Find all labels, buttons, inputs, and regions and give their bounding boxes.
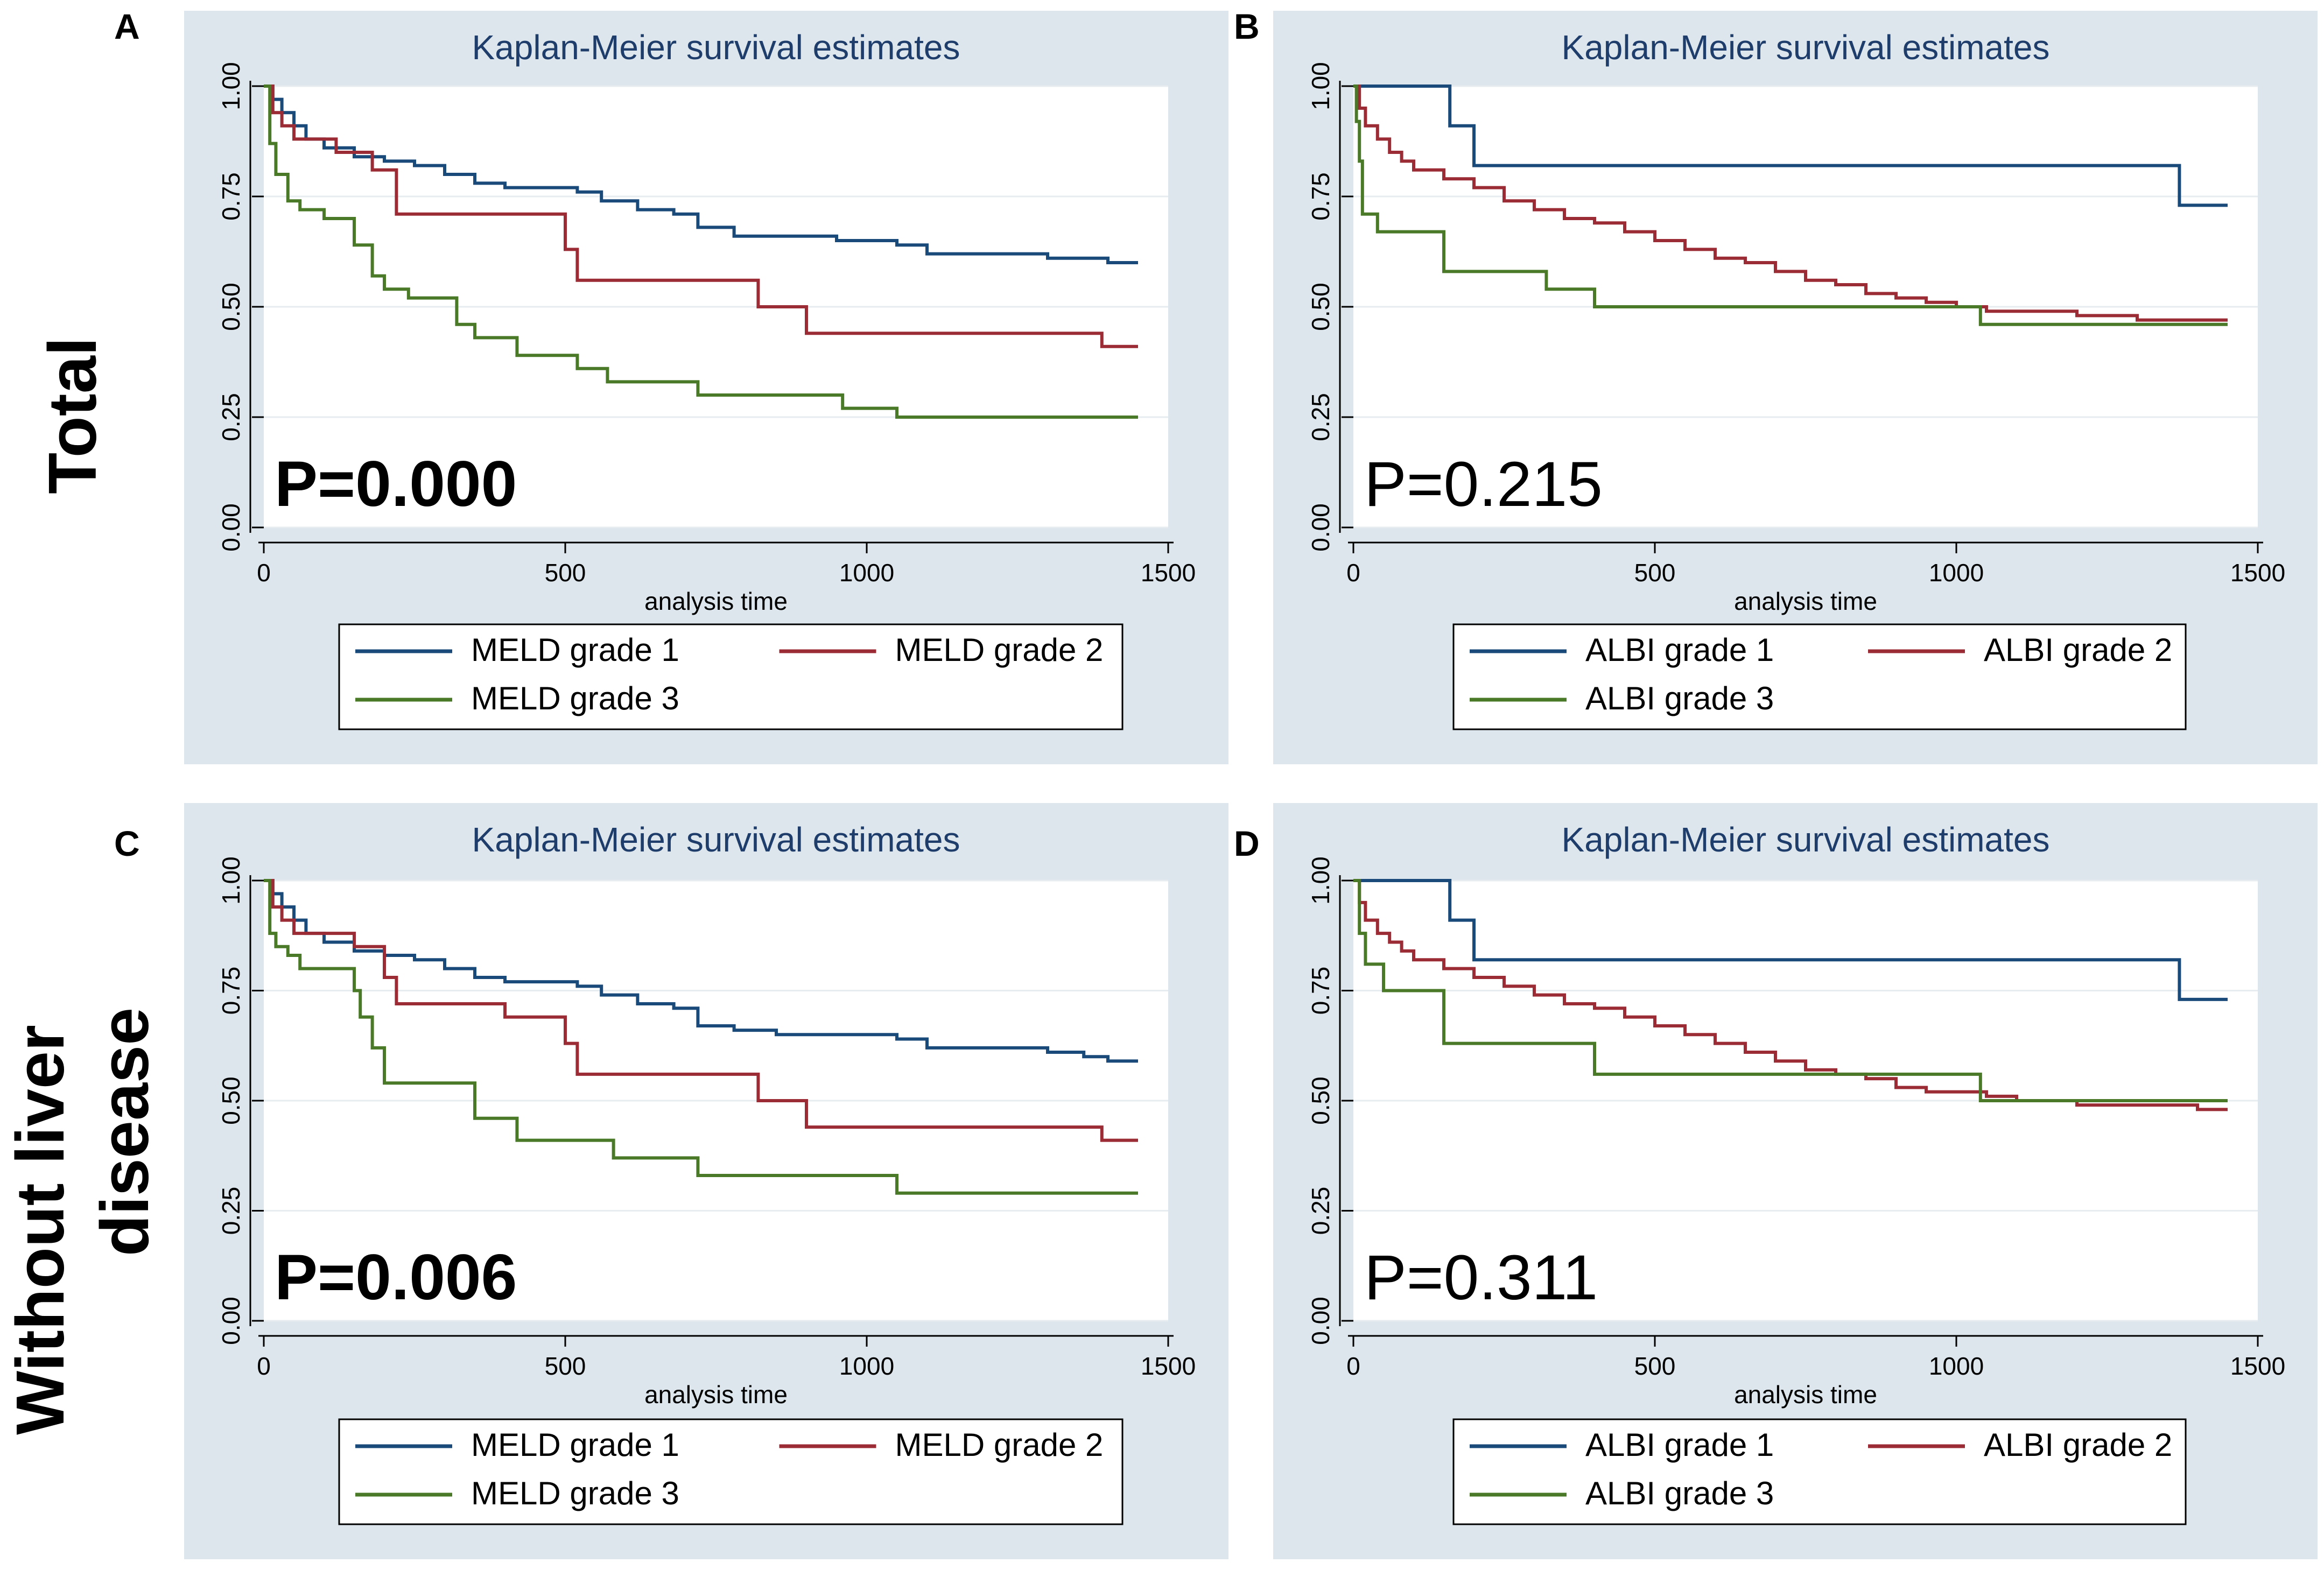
y-tick-label: 0.50	[1307, 283, 1335, 331]
legend-label-3: MELD grade 3	[471, 1475, 679, 1511]
chart-title: Kaplan-Meier survival estimates	[1562, 820, 2050, 859]
survival-curve-3	[1353, 85, 2228, 326]
panel-letter-b: B	[1234, 6, 1260, 46]
panel-letter-a: A	[114, 6, 140, 46]
x-tick-label: 0	[257, 559, 271, 587]
survival-curve-1	[1353, 85, 2228, 207]
x-tick-label: 1000	[1929, 1352, 1984, 1380]
row-label-without-liver: Without liver	[2, 1025, 78, 1435]
x-tick-label: 1500	[1141, 559, 1196, 587]
legend-label-2: ALBI grade 2	[1984, 1427, 2172, 1463]
y-tick-label: 0.25	[217, 393, 245, 441]
legend-label-2: MELD grade 2	[895, 1427, 1104, 1463]
x-tick-label: 500	[545, 1352, 586, 1380]
survival-curve-2	[264, 85, 1138, 348]
legend-box	[1452, 1418, 2187, 1525]
x-tick-label: 0	[1346, 1352, 1360, 1380]
y-tick-label: 0.00	[1307, 1297, 1335, 1345]
legend-label-1: MELD grade 1	[471, 1427, 679, 1463]
x-tick-label: 1000	[839, 1352, 894, 1380]
row-label-total: Total	[34, 337, 110, 494]
x-tick-label: 0	[1346, 559, 1360, 587]
x-tick-label: 500	[1634, 1352, 1676, 1380]
x-tick-label: 500	[1634, 559, 1676, 587]
y-tick-label: 0.25	[1307, 1187, 1335, 1235]
legend-box	[338, 623, 1124, 730]
panel-letter-d: D	[1234, 823, 1260, 863]
legend-label-1: MELD grade 1	[471, 632, 679, 668]
km-chart-b: Kaplan-Meier survival estimates 0.00 0.25 0…	[1273, 11, 2318, 764]
x-tick-label: 1500	[2230, 1352, 2285, 1380]
y-tick-label: 0.00	[1307, 503, 1335, 552]
survival-curve-3	[264, 879, 1138, 1195]
x-tick-label: 1500	[2230, 559, 2285, 587]
survival-curve-1	[1353, 879, 2228, 1001]
survival-curve-2	[264, 879, 1138, 1142]
y-tick-label: 0.00	[217, 503, 245, 552]
x-axis-label: analysis time	[1734, 587, 1877, 615]
km-chart-c: Kaplan-Meier survival estimates 0.00 0.25 0…	[184, 803, 1228, 1559]
chart-title: Kaplan-Meier survival estimates	[1562, 28, 2050, 67]
x-tick-label: 500	[545, 559, 586, 587]
p-value: P=0.000	[275, 448, 517, 520]
y-tick-label: 1.00	[1307, 62, 1335, 110]
y-tick-label: 1.00	[1307, 856, 1335, 905]
x-axis-label: analysis time	[1734, 1381, 1877, 1409]
panel-letter-c: C	[114, 823, 140, 863]
y-tick-label: 0.25	[217, 1187, 245, 1235]
x-tick-label: 1000	[839, 559, 894, 587]
survival-curve-2	[1353, 879, 2228, 1111]
chart-title: Kaplan-Meier survival estimates	[472, 28, 960, 67]
row-label-disease: disease	[87, 1008, 163, 1256]
y-tick-label: 0.00	[217, 1297, 245, 1345]
x-axis-label: analysis time	[644, 587, 788, 615]
panel-a: A Kaplan-Meier survival estimates 0.00 0.2…	[114, 6, 1228, 764]
y-tick-label: 0.50	[217, 1076, 245, 1125]
y-tick-label: 0.75	[217, 967, 245, 1015]
p-value: P=0.311	[1364, 1242, 1598, 1313]
x-axis-label: analysis time	[644, 1381, 788, 1409]
y-tick-label: 1.00	[217, 62, 245, 110]
survival-curve-2	[1353, 85, 2228, 322]
y-tick-label: 0.75	[1307, 172, 1335, 221]
km-chart-d: Kaplan-Meier survival estimates 0.00 0.25 0…	[1273, 803, 2318, 1559]
legend-label-2: ALBI grade 2	[1984, 632, 2172, 668]
survival-curve-3	[1353, 879, 2228, 1102]
p-value: P=0.006	[275, 1241, 517, 1313]
y-tick-label: 0.25	[1307, 393, 1335, 441]
legend-label-3: ALBI grade 3	[1585, 680, 1774, 716]
panel-b: B Kaplan-Meier survival estimates 0.00 0.2…	[1234, 6, 2318, 764]
y-tick-label: 1.00	[217, 856, 245, 905]
legend-label-3: ALBI grade 3	[1585, 1475, 1774, 1511]
x-tick-label: 1500	[1141, 1352, 1196, 1380]
legend-label-1: ALBI grade 1	[1585, 632, 1774, 668]
survival-curve-3	[264, 85, 1138, 419]
y-tick-label: 0.50	[1307, 1076, 1335, 1125]
y-tick-label: 0.75	[217, 172, 245, 221]
x-tick-label: 0	[257, 1352, 271, 1380]
legend-label-1: ALBI grade 1	[1585, 1427, 1774, 1463]
legend-box	[1452, 623, 2187, 730]
panel-d: D Kaplan-Meier survival estimates 0.00 0.2…	[1234, 803, 2318, 1559]
legend-box	[338, 1418, 1124, 1525]
x-tick-label: 1000	[1929, 559, 1984, 587]
panel-c: C Kaplan-Meier survival estimates 0.00 0.2…	[114, 803, 1228, 1559]
legend-label-3: MELD grade 3	[471, 680, 679, 716]
p-value: P=0.215	[1364, 449, 1603, 520]
chart-title: Kaplan-Meier survival estimates	[472, 820, 960, 859]
km-chart-a: Kaplan-Meier survival estimates 0.00 0.25 0…	[184, 11, 1228, 764]
y-tick-label: 0.50	[217, 283, 245, 331]
legend-label-2: MELD grade 2	[895, 632, 1104, 668]
y-tick-label: 0.75	[1307, 967, 1335, 1015]
